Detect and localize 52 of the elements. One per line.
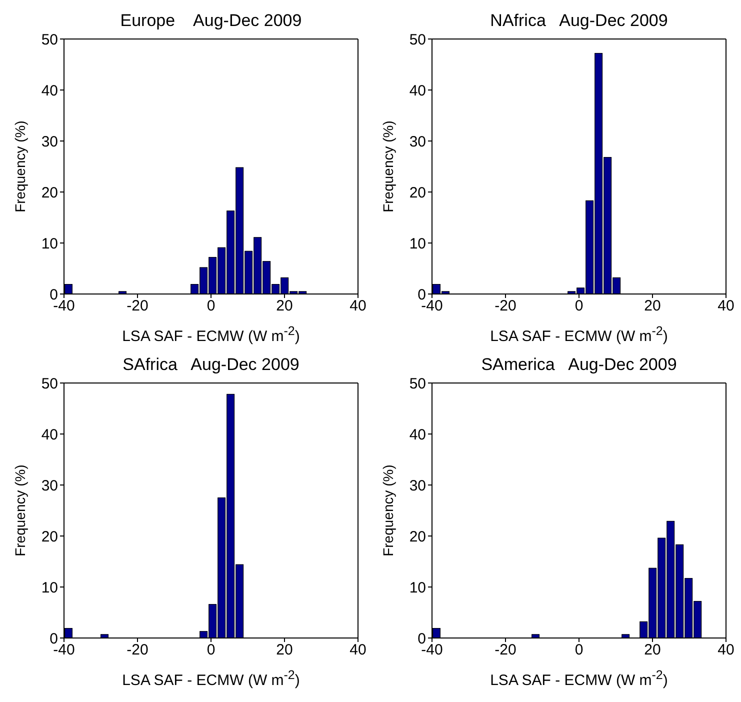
y-tick-label: 30 — [41, 477, 58, 494]
x-tick-label: 40 — [350, 298, 366, 315]
y-axis-title: Frequency (%) — [12, 120, 28, 212]
y-tick-label: 50 — [41, 375, 58, 392]
y-tick-label: 10 — [41, 579, 58, 596]
x-tick-label: 0 — [206, 642, 216, 659]
y-axis-title: Frequency (%) — [12, 464, 28, 556]
y-tick-label: 20 — [409, 528, 426, 546]
x-axis-title: LSA SAF - ECMW (W m$^{-2}$) — [121, 324, 301, 346]
x-tick-label: 40 — [718, 642, 734, 659]
y-tick-label: 10 — [409, 579, 426, 596]
x-tick-label: -20 — [494, 642, 516, 659]
x-axis-title: LSA SAF - ECMW (W m$^{-2}$) — [489, 668, 669, 690]
x-axis-title: LSA SAF - ECMW (W m$^{-2}$) — [121, 668, 301, 690]
y-tick-label: 30 — [409, 477, 426, 494]
y-tick-label: 50 — [409, 31, 426, 48]
y-tick-label: 30 — [409, 133, 426, 150]
x-tick-label: 20 — [276, 298, 293, 315]
x-tick-label: 0 — [574, 642, 584, 659]
y-tick-label: 40 — [41, 82, 58, 100]
x-tick-label: 40 — [718, 298, 734, 315]
y-tick-label: 50 — [41, 31, 58, 48]
chart-title: SAmerica Aug-Dec 2009 — [480, 354, 678, 376]
y-tick-label: 50 — [409, 375, 426, 392]
x-tick-label: 20 — [276, 642, 293, 659]
x-tick-label: -20 — [494, 298, 516, 315]
x-axis-title: LSA SAF - ECMW (W m$^{-2}$) — [489, 324, 669, 346]
y-tick-label: 20 — [409, 184, 426, 202]
y-tick-label: 10 — [409, 235, 426, 252]
y-tick-label: 40 — [41, 426, 58, 444]
chart-title: Europe Aug-Dec 2009 — [119, 10, 303, 32]
chart-title: NAfrica Aug-Dec 2009 — [489, 10, 669, 32]
x-tick-label: -20 — [126, 642, 148, 659]
x-tick-label: 0 — [206, 298, 216, 315]
y-tick-label: 20 — [41, 528, 58, 546]
y-tick-label: 30 — [41, 133, 58, 150]
y-tick-label: 0 — [418, 286, 426, 304]
y-tick-label: 10 — [41, 235, 58, 252]
y-axis-title: Frequency (%) — [380, 120, 396, 212]
y-tick-label: 0 — [50, 630, 58, 648]
x-tick-label: 20 — [644, 642, 661, 659]
y-tick-label: 40 — [409, 82, 426, 100]
x-tick-label: -20 — [126, 298, 148, 315]
y-axis-title: Frequency (%) — [380, 464, 396, 556]
x-tick-label: 20 — [644, 298, 661, 315]
y-tick-label: 0 — [418, 630, 426, 648]
y-tick-label: 20 — [41, 184, 58, 202]
x-tick-label: 0 — [574, 298, 584, 315]
y-tick-label: 0 — [50, 286, 58, 304]
x-tick-label: 40 — [350, 642, 366, 659]
y-tick-label: 40 — [409, 426, 426, 444]
chart-title: SAfrica Aug-Dec 2009 — [122, 354, 300, 376]
